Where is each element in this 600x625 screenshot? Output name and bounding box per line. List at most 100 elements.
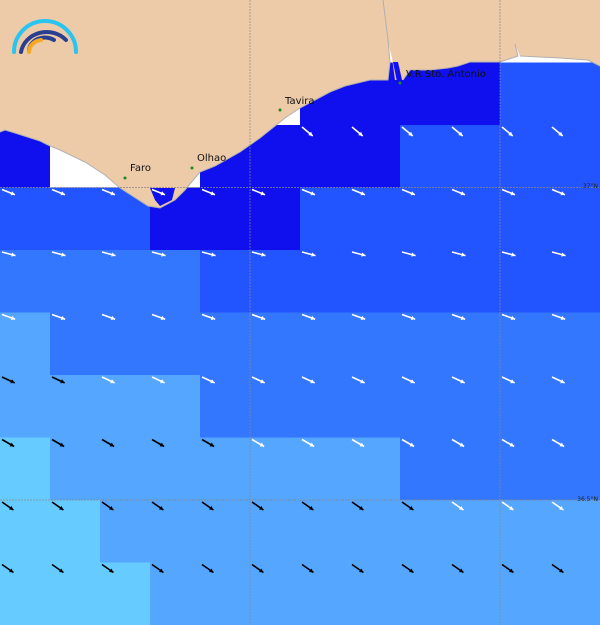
current-arrow [1,188,16,196]
current-arrow [401,501,414,511]
field-cell [250,500,301,563]
current-arrow [251,438,265,448]
field-cell [300,187,351,251]
current-arrow [551,313,566,321]
field-cell [50,437,101,501]
field-cell [50,250,101,313]
field-cell [400,562,451,625]
current-arrow [401,126,414,137]
coastline [0,0,600,209]
field-cell [250,375,301,438]
field-cell [400,437,451,501]
field-cell [0,437,51,501]
field-cell [150,562,201,625]
current-arrow [551,251,566,257]
current-arrow [451,376,466,384]
current-arrow [501,438,515,448]
field-cell [350,375,401,438]
field-cell [0,312,51,376]
current-arrow [51,313,66,321]
current-arrow [151,376,166,384]
current-arrow [401,438,415,448]
latitude-label-36-5n: 36.5°N [577,496,598,503]
field-cell [250,562,301,625]
current-arrow [351,438,365,448]
field-cell [150,500,201,563]
current-arrow [501,313,516,321]
current-arrow [501,501,514,511]
field-cell [300,437,351,501]
current-arrow [451,313,466,321]
current-arrow [401,313,416,321]
current-arrow [1,313,16,321]
current-arrow [551,188,566,196]
current-arrow [251,313,266,321]
current-arrow [1,501,14,511]
current-arrow [51,251,66,257]
field-cell [150,250,201,313]
field-cell [550,250,600,313]
field-cell [100,250,151,313]
field-cell [500,437,551,501]
current-arrow [1,438,15,448]
field-cell [550,62,600,126]
field-cell [150,375,201,438]
current-arrow [551,376,566,384]
current-arrow [151,188,166,196]
current-arrow [251,501,264,511]
field-cell [300,562,351,625]
current-arrow [401,376,416,384]
field-cell [350,125,401,188]
field-cell [550,375,600,438]
current-arrow [101,188,116,196]
field-cell [350,250,401,313]
field-cell [150,437,201,501]
current-arrow [451,501,464,511]
current-arrow [451,188,466,196]
current-arrow [501,188,516,196]
current-arrow [1,563,14,574]
current-arrow [301,188,316,196]
field-cell [500,187,551,251]
current-arrow [351,501,364,511]
place-label-tavira: Tavira [285,96,315,107]
current-arrow [451,126,464,137]
current-arrow [351,313,366,321]
field-cell [350,500,401,563]
field-cell [250,312,301,376]
current-arrow [101,376,116,384]
marker-faro [123,176,127,180]
field-cell [50,562,101,625]
field-cell [0,375,51,438]
current-arrow [251,188,266,196]
field-cell [100,562,151,625]
current-arrow [101,501,114,511]
current-arrow [451,563,464,574]
field-cell [550,500,600,563]
field-cell [250,187,301,251]
field-cell [450,125,501,188]
field-cell [500,375,551,438]
current-arrow [201,501,214,511]
place-label-faro: Faro [130,163,151,174]
field-cell [400,250,451,313]
field-cell [450,500,501,563]
field-cell [300,375,351,438]
current-arrow [101,563,114,574]
current-arrow [451,438,465,448]
field-cell [100,437,151,501]
current-arrow [51,376,66,384]
field-cell [250,250,301,313]
field-cell [500,125,551,188]
latitude-label-37n: 37°N [582,183,598,190]
field-cell [50,187,101,251]
field-cell [350,312,401,376]
current-arrow [351,188,366,196]
current-arrow [301,563,314,574]
current-arrow [551,501,564,511]
field-cell [100,375,151,438]
current-arrow [351,376,366,384]
field-cell [200,562,251,625]
